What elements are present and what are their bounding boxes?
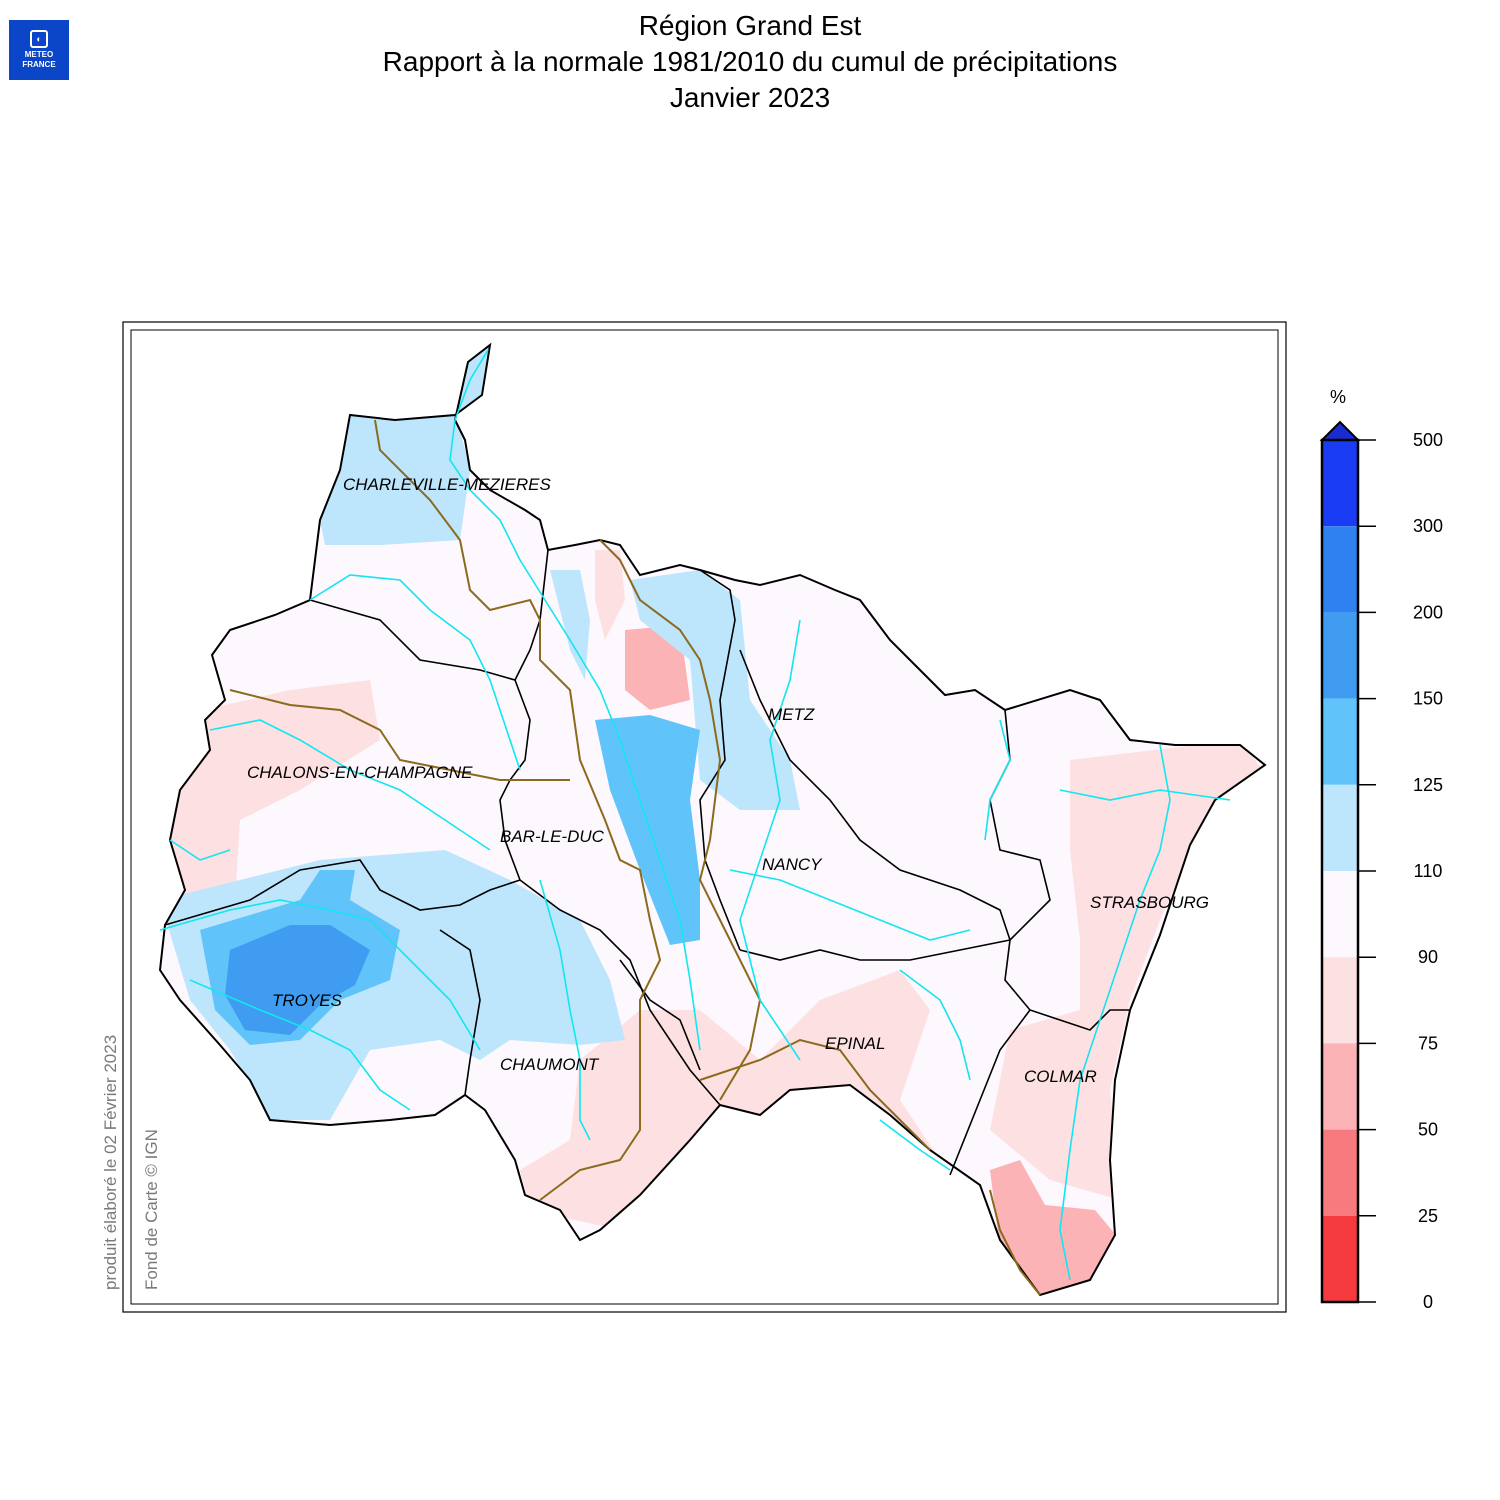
zone-50-75-sundgau [990,1160,1120,1295]
production-date-credit: produit élaboré le 02 Février 2023 [101,1034,120,1290]
city-label-colmar: COLMAR [1024,1067,1097,1086]
legend-tick-label: 25 [1418,1206,1438,1226]
title-period: Janvier 2023 [669,82,831,113]
boundary-vosges-hautrhin [949,1009,1031,1176]
zone-110-125-meuse-north [550,570,590,680]
rivers [159,349,1231,1281]
legend-band [1322,784,1358,871]
river-ill [1059,744,1171,1281]
boundary-champagne-interior [229,689,570,781]
boundary-aube-hautemarne [439,929,481,1096]
legend-band [1322,1129,1358,1216]
boundary-meuse-mm [699,569,741,951]
river-tributary-west [169,839,231,861]
legend-band [1322,440,1358,527]
city-label-charleville: CHARLEVILLE-MEZIERES [343,475,551,494]
legend-band [1322,957,1358,1044]
logo-text-line2: FRANCE [22,60,56,69]
basemap-credit: Fond de Carte © IGN [142,1129,161,1290]
legend-band [1322,1043,1358,1130]
zone-125-150-meuse [595,715,700,945]
legend-band [1322,612,1358,699]
river-tributary-northeast [1059,789,1231,801]
river-sarre [984,719,1011,841]
legend-tick-label: 50 [1418,1120,1438,1140]
zone-110-125-meuse-east [630,570,800,810]
boundary-basrhin-hautrhin [1004,939,1130,1031]
boundary-vosges-hautemarne-west [619,959,701,1071]
city-label-chalons: CHALONS-EN-CHAMPAGNE [247,763,473,782]
legend-tick-label: 300 [1413,516,1443,536]
map-frame-outer [122,321,1287,1313]
boundary-marne-aube [164,859,521,926]
legend-band [1322,871,1358,958]
boundary-ardennes-marne [309,549,549,681]
zone-110-125-ardennes [320,410,470,545]
river-vosges-tributary [899,969,971,1081]
meteo-france-logo: ◐ METEO FRANCE [9,20,69,80]
boundary-mm-vosges [739,939,1011,961]
legend-tick-label: 90 [1418,947,1438,967]
title-subject: Rapport à la normale 1981/2010 du cumul … [382,46,1118,77]
former-region-boundaries [229,419,1041,1296]
city-label-strasbourg: STRASBOURG [1090,893,1209,912]
legend-colorbar: % 500 300 200 150 125 110 90 75 50 25 0 [1319,387,1443,1312]
logo-icon: ◐ [30,30,48,48]
zone-75-90-north [595,550,625,640]
boundary-alsace-south [989,1189,1041,1296]
city-label-epinal: EPINAL [825,1034,885,1053]
river-meuse-north [449,349,546,601]
river-marne-west [209,719,491,851]
boundary-moselle-mm [739,649,1011,941]
boundary-lorraine-interior [599,539,762,1101]
legend-tick-label: 200 [1413,602,1443,622]
legend-tick-label: 110 [1414,861,1443,881]
legend-unit: % [1330,387,1346,407]
river-saone-tributary [879,1119,951,1171]
zone-150-200-aube [225,925,370,1035]
legend-tick-label: 125 [1413,775,1443,795]
city-label-bar-le-duc: BAR-LE-DUC [500,827,605,846]
river-marne-upper [539,879,591,1141]
legend-tick-label: 0 [1423,1292,1433,1312]
river-aube [189,979,411,1111]
river-seine [159,899,481,1051]
legend-band [1322,1215,1358,1302]
river-moselle [739,619,801,1061]
river-meurthe [729,869,971,941]
legend-tick-label: 75 [1418,1033,1438,1053]
city-label-chaumont: CHAUMONT [500,1055,600,1074]
precipitation-ratio-field [160,345,1265,1295]
river-aisne [309,574,521,771]
boundary-hautemarne-meuse [519,879,721,1106]
city-label-metz: METZ [768,705,815,724]
river-meuse [544,599,701,1051]
map-title-block: Région Grand Est Rapport à la normale 19… [0,8,1500,116]
boundary-vosges-franche [699,1038,931,1151]
legend-band [1322,526,1358,613]
legend-band [1322,698,1358,785]
zone-75-90-east [990,740,1265,1200]
logo-text-line1: METEO [24,50,54,59]
legend-overflow-arrow [1319,420,1361,441]
city-label-nancy: NANCY [762,855,823,874]
boundary-champagne-lorraine [374,419,662,1201]
title-region: Région Grand Est [638,10,862,41]
legend-tick-label: 500 [1413,430,1443,450]
city-label-troyes: TROYES [272,991,343,1010]
map-frame-inner [130,329,1279,1305]
legend-tick-label: 150 [1413,689,1443,709]
